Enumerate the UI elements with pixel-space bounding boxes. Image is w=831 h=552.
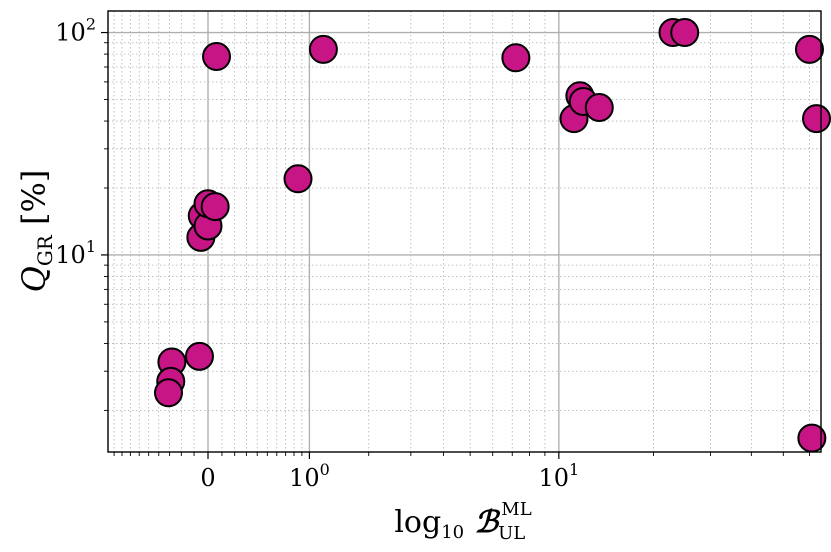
data-point [501, 43, 531, 73]
y-tick-label: 102 [55, 15, 96, 47]
data-point [184, 341, 214, 371]
plot-frame [107, 10, 822, 453]
grid [108, 11, 821, 452]
y-axis-label: QGR [%] [15, 170, 57, 293]
data-point [202, 42, 232, 72]
data-point [584, 93, 614, 123]
data-points [153, 18, 831, 453]
x-tick-label: 0 [200, 464, 215, 492]
data-point [802, 104, 831, 134]
x-tick-label: 100 [289, 460, 330, 492]
data-point [200, 192, 230, 222]
data-point [308, 34, 338, 64]
data-point [794, 34, 824, 64]
axis-ticks: 0100101102101102 [55, 15, 810, 492]
x-tick-label: 101 [538, 460, 579, 492]
x-axis-label: log10 ℬULML [394, 499, 531, 544]
y-tick-label: 101 [55, 237, 96, 269]
data-point [153, 378, 183, 408]
data-point [283, 164, 313, 194]
data-point [670, 18, 700, 48]
